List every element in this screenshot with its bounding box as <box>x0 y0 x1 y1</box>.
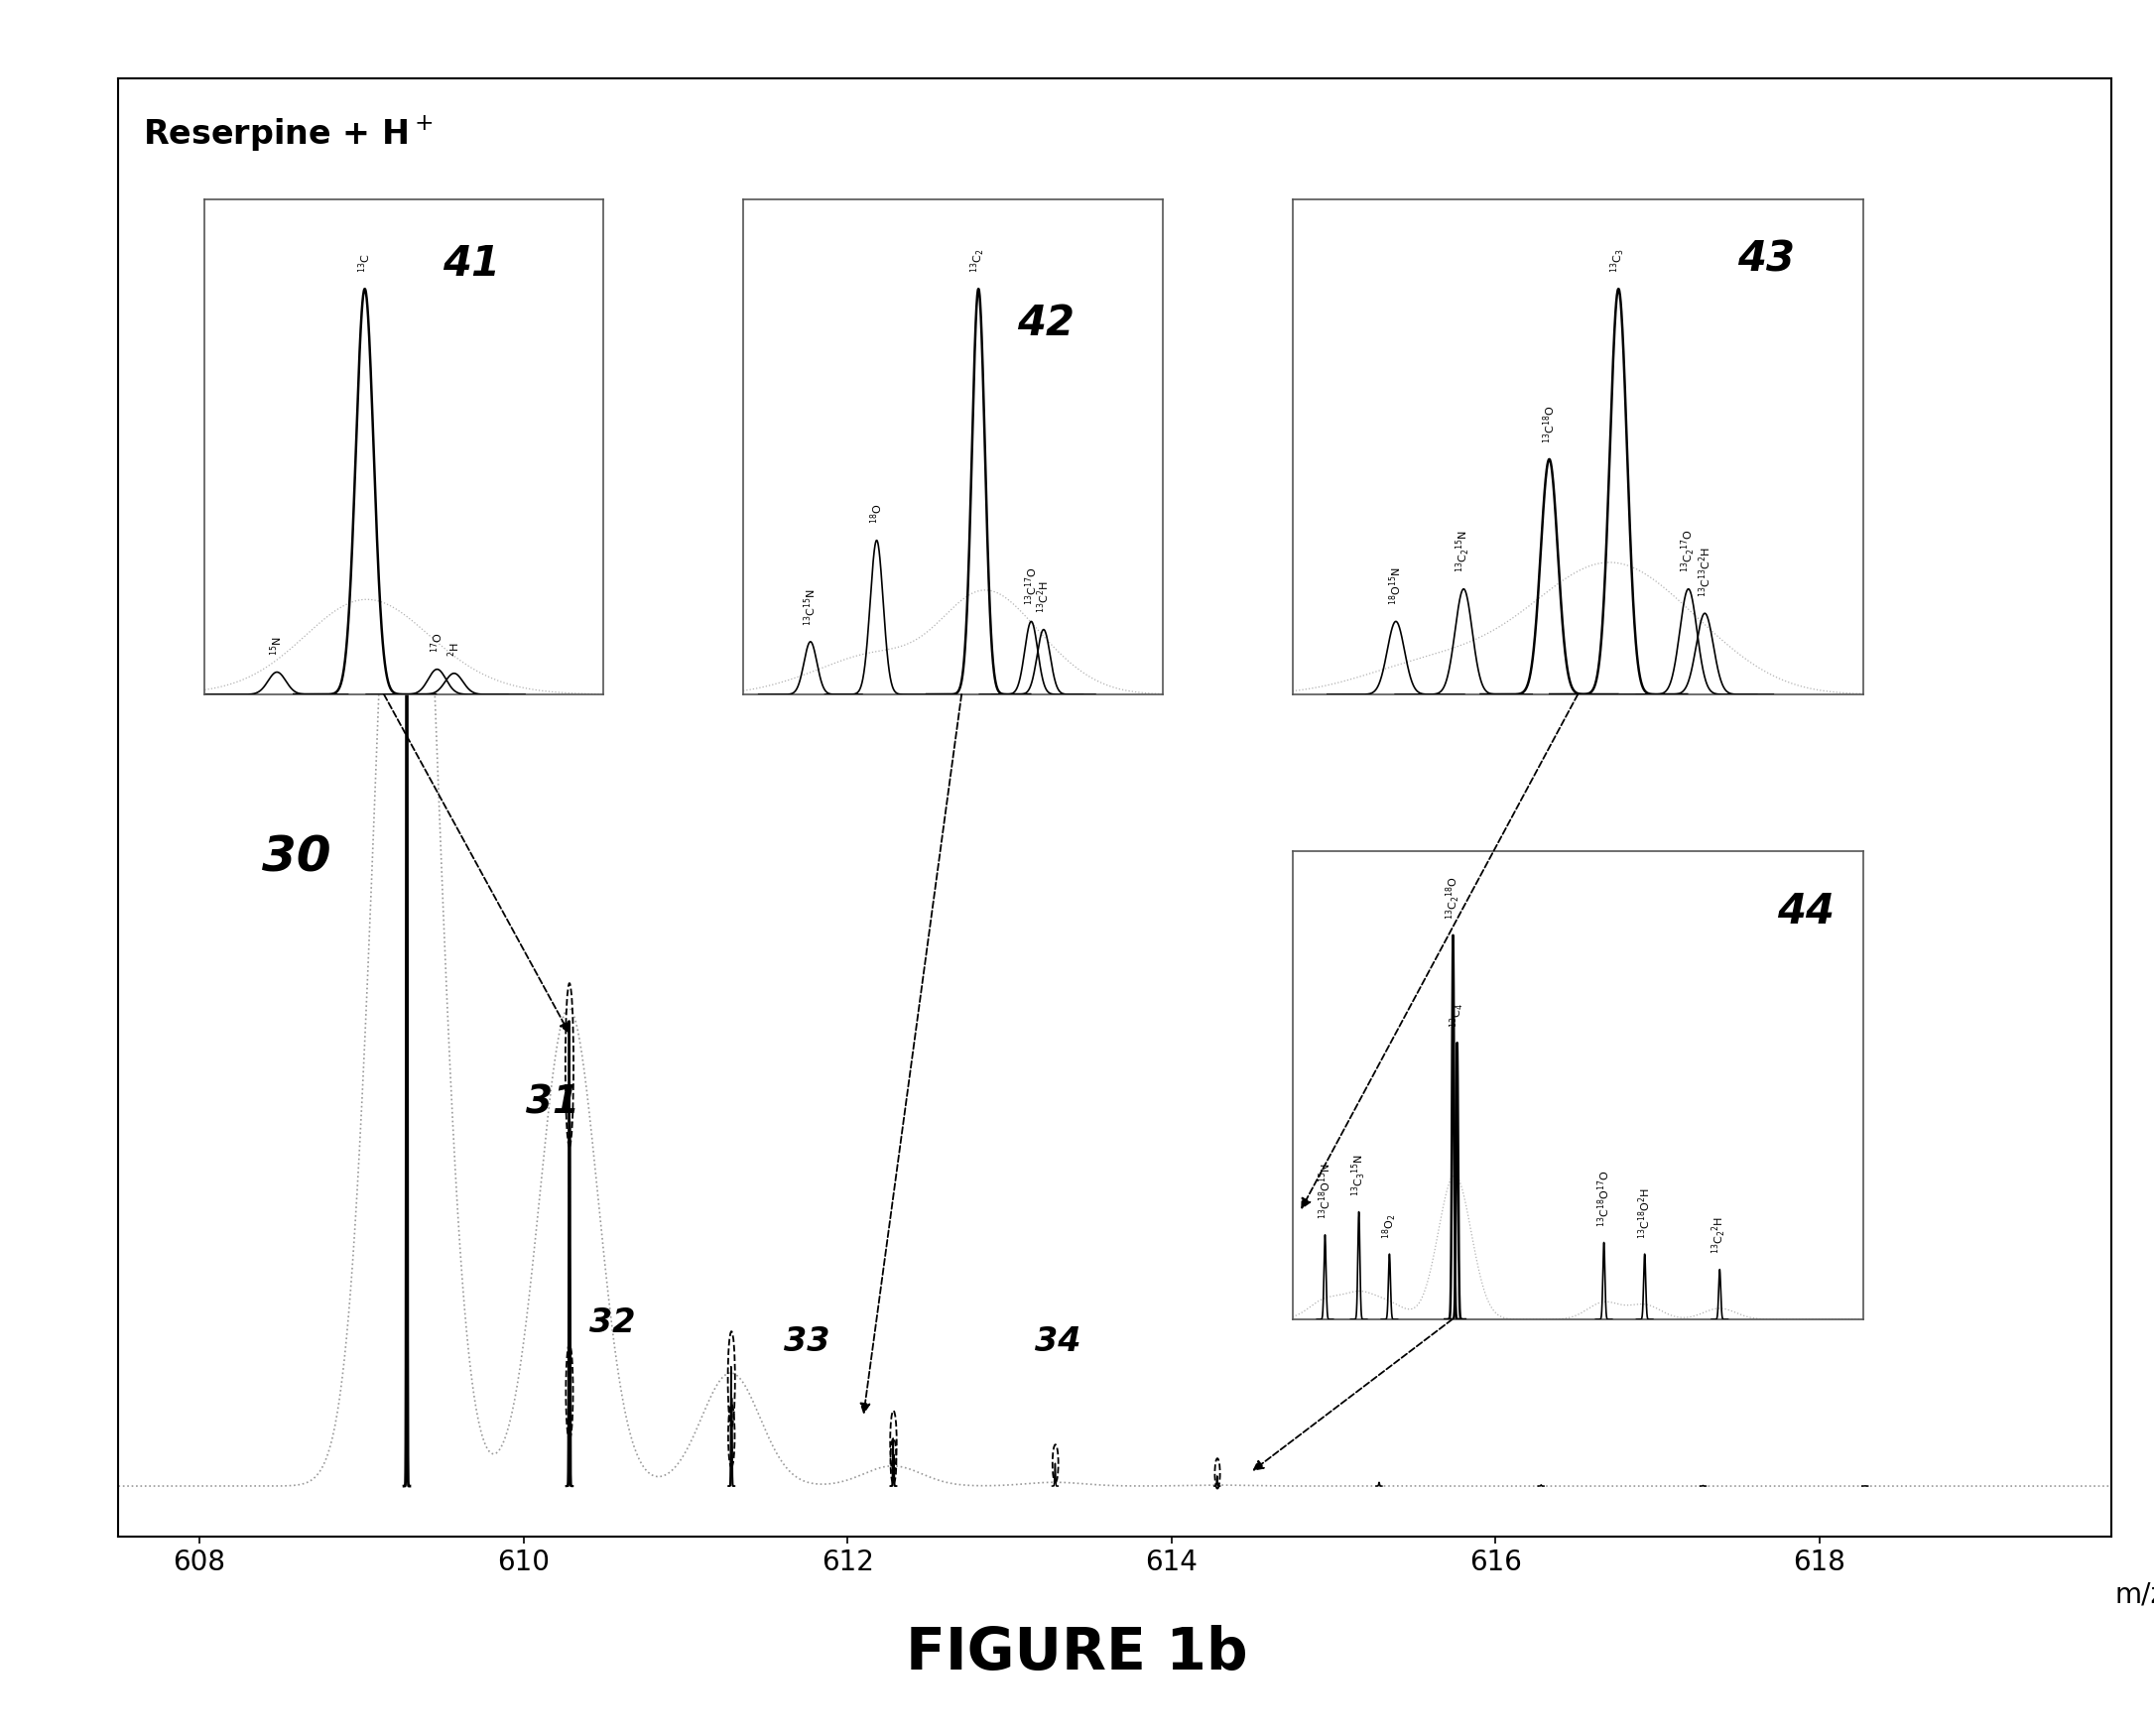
Text: $^{2}$H: $^{2}$H <box>446 642 463 658</box>
Text: 30: 30 <box>263 833 332 882</box>
Text: Reserpine + H$^+$: Reserpine + H$^+$ <box>142 115 433 155</box>
Text: FIGURE 1b: FIGURE 1b <box>907 1625 1247 1680</box>
Text: $^{13}$C$_2$: $^{13}$C$_2$ <box>969 248 987 273</box>
Text: $^{13}$C$^{18}$O: $^{13}$C$^{18}$O <box>1540 404 1557 443</box>
Text: $^{13}$C$_3$$^{15}$N: $^{13}$C$_3$$^{15}$N <box>1351 1154 1368 1196</box>
Text: $^{13}$C$_2$$^{17}$O: $^{13}$C$_2$$^{17}$O <box>1680 529 1697 573</box>
Text: $^{13}$C$_4$: $^{13}$C$_4$ <box>1447 1003 1467 1028</box>
Text: $^{13}$C$_2$$^{2}$H: $^{13}$C$_2$$^{2}$H <box>1710 1217 1730 1253</box>
Text: $^{13}$C$_2$$^{15}$N: $^{13}$C$_2$$^{15}$N <box>1454 529 1473 573</box>
Text: $^{13}$C$^{17}$O: $^{13}$C$^{17}$O <box>1023 568 1040 606</box>
Text: $^{13}$C$^{18}$O$^{17}$O: $^{13}$C$^{18}$O$^{17}$O <box>1596 1170 1611 1227</box>
Text: $^{13}$C: $^{13}$C <box>358 253 373 273</box>
Text: 42: 42 <box>1017 302 1075 344</box>
Text: $^{13}$C$^{15}$N: $^{13}$C$^{15}$N <box>801 589 819 625</box>
Text: $^{18}$O: $^{18}$O <box>868 503 885 524</box>
Text: $^{15}$N: $^{15}$N <box>269 637 284 656</box>
Text: 32: 32 <box>590 1305 635 1338</box>
Text: 41: 41 <box>444 243 500 285</box>
Text: 33: 33 <box>784 1325 829 1358</box>
Text: $^{13}$C$^{18}$O$^{15}$N: $^{13}$C$^{18}$O$^{15}$N <box>1316 1163 1333 1219</box>
Text: $^{13}$C$^{13}$C$^{2}$H: $^{13}$C$^{13}$C$^{2}$H <box>1697 547 1712 597</box>
Text: $^{13}$C$_3$: $^{13}$C$_3$ <box>1609 248 1628 273</box>
Text: m/z: m/z <box>2115 1581 2154 1609</box>
Text: $^{18}$O$^{15}$N: $^{18}$O$^{15}$N <box>1387 568 1404 606</box>
Text: 43: 43 <box>1738 238 1794 279</box>
Text: $^{18}$O$_2$: $^{18}$O$_2$ <box>1381 1213 1398 1240</box>
Text: 44: 44 <box>1777 891 1835 932</box>
Text: 31: 31 <box>526 1083 579 1121</box>
Text: $^{17}$O: $^{17}$O <box>429 632 446 653</box>
Text: 34: 34 <box>1034 1325 1081 1358</box>
Text: $^{13}$C$^{18}$O$^{2}$H: $^{13}$C$^{18}$O$^{2}$H <box>1637 1187 1652 1240</box>
Text: $^{13}$C$^{2}$H: $^{13}$C$^{2}$H <box>1036 582 1051 613</box>
Text: $^{13}$C$_2$$^{18}$O: $^{13}$C$_2$$^{18}$O <box>1443 877 1463 920</box>
